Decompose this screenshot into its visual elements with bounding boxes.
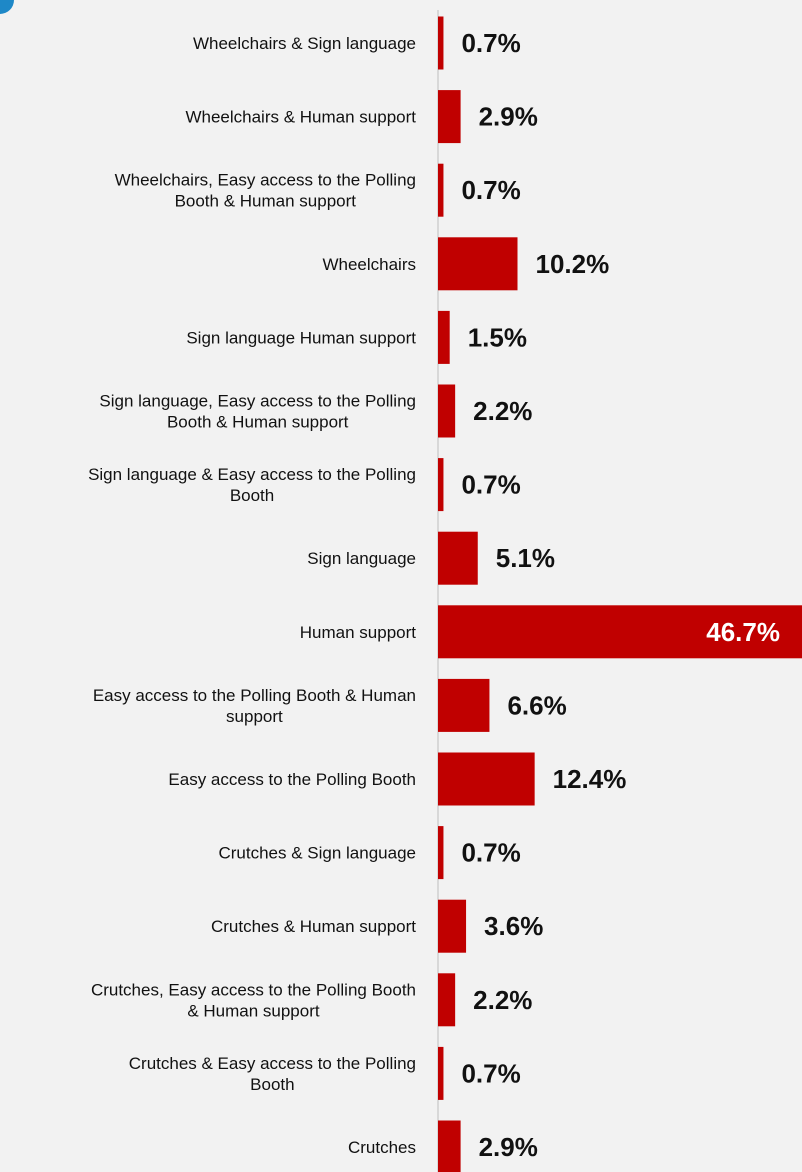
bar bbox=[438, 752, 535, 806]
bar bbox=[438, 90, 461, 144]
data-label: 3.6% bbox=[484, 911, 543, 941]
category-label: Sign language & Easy access to the Polli… bbox=[88, 465, 416, 505]
category-label: Crutches bbox=[348, 1138, 416, 1157]
data-label: 6.6% bbox=[507, 690, 566, 720]
bar bbox=[438, 163, 444, 217]
data-label: 10.2% bbox=[536, 249, 610, 279]
data-label: 2.9% bbox=[479, 1132, 538, 1162]
bar bbox=[438, 678, 490, 732]
category-label: Easy access to the Polling Booth & Human… bbox=[93, 686, 416, 726]
category-label: Wheelchairs, Easy access to the Polling B… bbox=[115, 171, 416, 211]
data-label: 5.1% bbox=[496, 543, 555, 573]
category-label: Crutches & Sign language bbox=[218, 844, 416, 863]
category-label: Easy access to the Polling Booth bbox=[168, 770, 416, 789]
category-label: Wheelchairs & Human support bbox=[185, 108, 416, 127]
bar bbox=[438, 973, 456, 1027]
bar bbox=[438, 826, 444, 880]
data-label: 2.9% bbox=[479, 102, 538, 132]
category-label: Human support bbox=[300, 623, 417, 642]
category-label: Sign language, Easy access to the Pollin… bbox=[99, 392, 416, 432]
bar bbox=[438, 16, 444, 70]
data-label: 2.2% bbox=[473, 985, 532, 1015]
bar bbox=[438, 310, 450, 364]
category-label: Crutches & Human support bbox=[211, 917, 416, 936]
data-label: 0.7% bbox=[461, 28, 520, 58]
data-label: 0.7% bbox=[461, 470, 520, 500]
category-label: Wheelchairs & Sign language bbox=[193, 34, 416, 53]
data-label: 12.4% bbox=[553, 764, 627, 794]
category-label: Sign language Human support bbox=[186, 328, 416, 347]
bar bbox=[438, 899, 467, 953]
bar bbox=[438, 237, 518, 291]
category-label: Crutches, Easy access to the Polling Boo… bbox=[91, 980, 416, 1020]
bar bbox=[438, 605, 802, 659]
category-label: Crutches & Easy access to the Polling Boo… bbox=[129, 1054, 416, 1094]
bar bbox=[438, 531, 478, 585]
bar bbox=[438, 1046, 444, 1100]
bar bbox=[438, 458, 444, 512]
bar bbox=[438, 384, 456, 438]
data-label: 46.7% bbox=[706, 617, 780, 647]
data-label: 0.7% bbox=[461, 1058, 520, 1088]
bar bbox=[438, 1120, 461, 1172]
data-label: 1.5% bbox=[468, 322, 527, 352]
category-label: Wheelchairs bbox=[322, 255, 416, 274]
data-label: 0.7% bbox=[461, 838, 520, 868]
data-label: 0.7% bbox=[461, 175, 520, 205]
category-label: Sign language bbox=[307, 549, 416, 568]
data-label: 2.2% bbox=[473, 396, 532, 426]
